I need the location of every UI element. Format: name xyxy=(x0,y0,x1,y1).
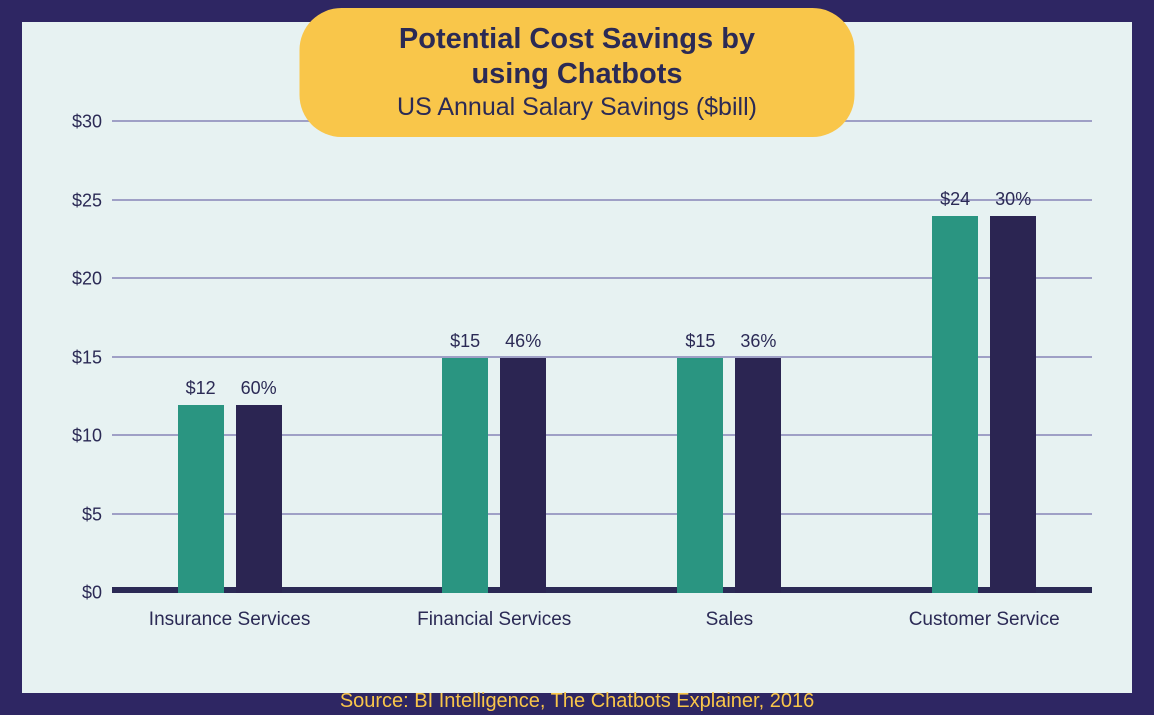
title-bubble: Potential Cost Savings by using Chatbots… xyxy=(300,8,855,137)
bar-savings: $12 xyxy=(178,405,224,593)
chart-area: $0$5$10$15$20$25$30$1260%Insurance Servi… xyxy=(112,122,1092,593)
chart-subtitle: US Annual Salary Savings ($bill) xyxy=(372,92,783,123)
bar-percent-label: 46% xyxy=(505,331,541,352)
y-axis-label: $20 xyxy=(72,269,102,290)
y-axis-label: $0 xyxy=(82,583,102,604)
bar-group: $1536%Sales xyxy=(677,122,781,593)
y-axis-label: $30 xyxy=(72,112,102,133)
bar-savings: $24 xyxy=(932,216,978,593)
bar-percent-label: 36% xyxy=(740,331,776,352)
bar-value-label: $12 xyxy=(186,378,216,399)
bar-savings: $15 xyxy=(442,358,488,594)
bar-percent: 30% xyxy=(990,216,1036,593)
x-axis-label: Insurance Services xyxy=(149,609,311,631)
bar-group: $2430%Customer Service xyxy=(932,122,1036,593)
bar-group: $1260%Insurance Services xyxy=(178,122,282,593)
x-axis-label: Financial Services xyxy=(417,609,571,631)
x-axis-label: Sales xyxy=(706,609,754,631)
outer-frame: Potential Cost Savings by using Chatbots… xyxy=(0,0,1154,715)
bar-group: $1546%Financial Services xyxy=(442,122,546,593)
bar-value-label: $15 xyxy=(685,331,715,352)
bar-percent-label: 60% xyxy=(241,378,277,399)
y-axis-label: $5 xyxy=(82,504,102,525)
chart-title: Potential Cost Savings by using Chatbots xyxy=(372,22,783,92)
bar-percent: 36% xyxy=(735,358,781,594)
chart-background: Potential Cost Savings by using Chatbots… xyxy=(22,22,1132,693)
bar-savings: $15 xyxy=(677,358,723,594)
y-axis-label: $15 xyxy=(72,347,102,368)
bar-percent-label: 30% xyxy=(995,189,1031,210)
y-axis-label: $25 xyxy=(72,190,102,211)
bar-percent: 60% xyxy=(236,405,282,593)
bar-value-label: $15 xyxy=(450,331,480,352)
source-citation: Source: BI Intelligence, The Chatbots Ex… xyxy=(0,690,1154,713)
y-axis-label: $10 xyxy=(72,426,102,447)
x-axis-label: Customer Service xyxy=(909,609,1060,631)
bar-percent: 46% xyxy=(500,358,546,594)
bar-value-label: $24 xyxy=(940,189,970,210)
